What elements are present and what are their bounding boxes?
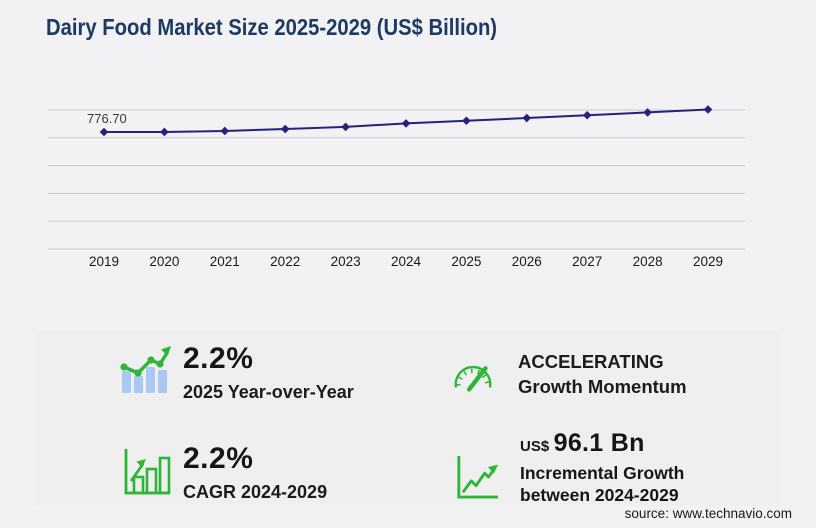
stat-cagr-value: 2.2% (183, 442, 254, 475)
x-axis-label: 2024 (391, 254, 422, 269)
chart-marker (703, 105, 713, 114)
x-axis-label: 2029 (693, 254, 723, 269)
bar-chart-trend-up-icon (120, 346, 171, 393)
stat-momentum: ACCELERATING Growth Momentum (518, 349, 687, 399)
x-axis-label: 2022 (270, 254, 300, 269)
line-growth-axes-icon (457, 455, 499, 499)
stat-incremental-currency: US$ (520, 438, 550, 455)
stat-momentum-line1: ACCELERATING (518, 351, 664, 372)
page-title: Dairy Food Market Size 2025-2029 (US$ Bi… (46, 14, 498, 40)
chart-marker (522, 113, 532, 123)
chart-marker (160, 127, 169, 137)
market-size-line-chart: 776.70 2019 2020 2021 2022 2023 2024 2025 2026 20… (48, 105, 745, 269)
speedometer-icon (454, 365, 492, 392)
chart-marker (401, 119, 411, 128)
x-axis-label: 2026 (512, 254, 542, 269)
x-axis-label: 2020 (149, 254, 179, 269)
x-axis-label: 2028 (633, 254, 663, 269)
x-axis-label: 2025 (451, 254, 481, 269)
stat-yoy-label: 2025 Year-over-Year (183, 382, 354, 402)
x-axis-label: 2021 (210, 254, 240, 269)
stats-panel: 2.2% 2025 Year-over-Year ACCELERATING Gr… (35, 331, 781, 506)
stat-incremental-line1: Incremental Growth (520, 463, 685, 483)
chart-marker (582, 110, 592, 120)
stat-incremental-line2: between 2024-2029 (520, 484, 679, 505)
stat-cagr: 2.2% CAGR 2024-2029 (183, 442, 328, 502)
x-axis-label: 2027 (572, 254, 602, 269)
stat-incremental: US$ 96.1 Bn Incremental Growth between 2… (520, 431, 684, 506)
chart-marker (462, 116, 471, 126)
source-attribution: source: www.technavio.com (624, 506, 792, 521)
stat-incremental-amount-line: US$ 96.1 Bn (520, 431, 684, 456)
x-axis-label: 2019 (89, 254, 119, 269)
x-axis-label: 2023 (331, 254, 361, 269)
stat-yoy: 2.2% 2025 Year-over-Year (183, 342, 354, 402)
chart-marker (220, 126, 230, 136)
stat-yoy-value: 2.2% (183, 342, 254, 375)
chart-marker (99, 127, 109, 137)
chart-marker (280, 124, 290, 134)
growth-bars-arrow-icon (124, 449, 171, 495)
stat-momentum-line2: Growth Momentum (518, 376, 687, 397)
stat-cagr-label: CAGR 2024-2029 (183, 482, 328, 502)
chart-marker (643, 108, 652, 117)
chart-marker (341, 122, 350, 132)
chart-first-value-label: 776.70 (87, 111, 127, 126)
stat-incremental-amount: 96.1 Bn (553, 429, 645, 457)
